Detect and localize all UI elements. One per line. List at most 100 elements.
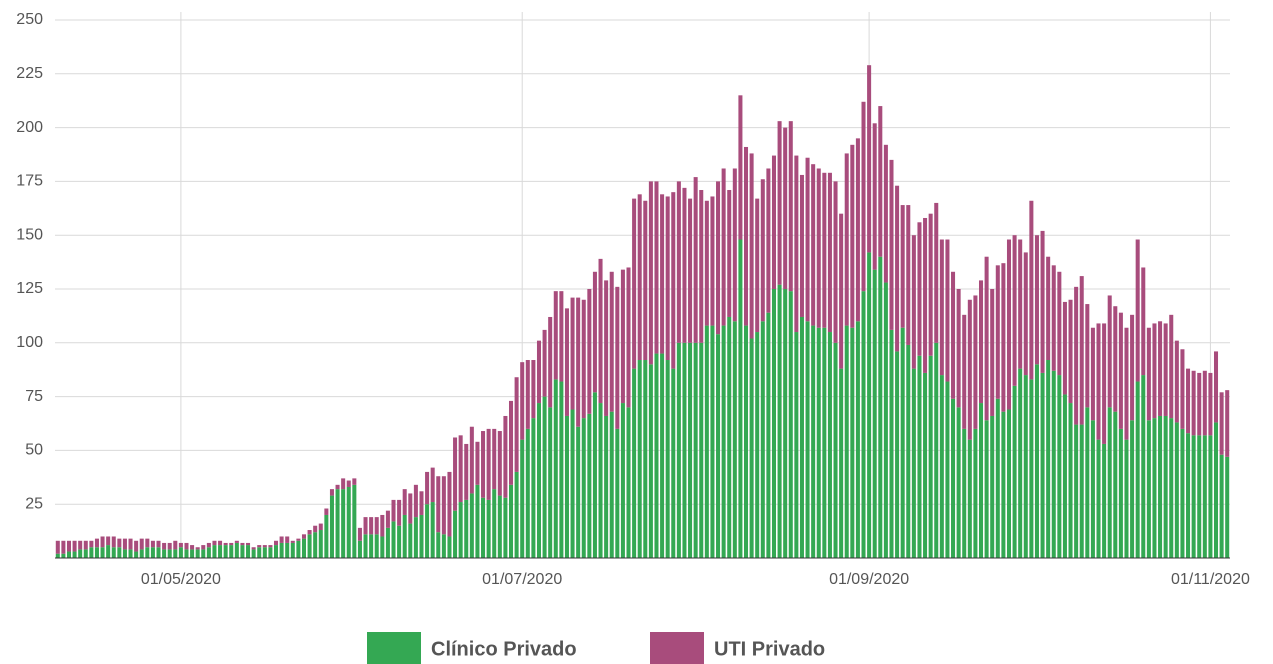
bar bbox=[419, 491, 424, 515]
bar bbox=[1225, 390, 1230, 457]
bar bbox=[766, 312, 771, 558]
bar bbox=[553, 291, 558, 380]
bar bbox=[1208, 372, 1213, 436]
bar bbox=[212, 545, 217, 558]
bar bbox=[122, 538, 127, 550]
bar bbox=[688, 198, 693, 343]
bar bbox=[1141, 267, 1146, 376]
bar bbox=[436, 532, 441, 558]
bar bbox=[928, 213, 933, 356]
bar bbox=[301, 534, 307, 539]
bar bbox=[900, 327, 905, 558]
bar bbox=[162, 549, 167, 558]
bar bbox=[285, 542, 290, 558]
bar bbox=[1141, 375, 1146, 558]
bar bbox=[195, 549, 200, 558]
bar bbox=[335, 484, 340, 490]
bar bbox=[727, 190, 732, 317]
bar bbox=[604, 280, 609, 416]
bar bbox=[1124, 439, 1129, 558]
bar bbox=[184, 549, 189, 558]
bar bbox=[883, 144, 888, 283]
bar bbox=[872, 269, 877, 558]
bar bbox=[1197, 435, 1202, 558]
bar bbox=[240, 542, 245, 546]
bar bbox=[324, 508, 329, 515]
bar bbox=[374, 517, 379, 535]
bar bbox=[469, 493, 474, 558]
bar bbox=[94, 538, 99, 548]
bar bbox=[1085, 304, 1090, 408]
bar bbox=[111, 547, 116, 558]
bar bbox=[548, 316, 553, 408]
bar bbox=[195, 547, 200, 550]
y-tick-label: 250 bbox=[16, 11, 43, 28]
bar bbox=[1012, 235, 1017, 386]
bar bbox=[900, 205, 905, 328]
y-tick-label: 100 bbox=[16, 334, 43, 351]
bar bbox=[1068, 299, 1073, 404]
bar bbox=[564, 308, 569, 416]
bar bbox=[1107, 407, 1112, 558]
bar bbox=[251, 549, 256, 558]
bar bbox=[94, 547, 99, 558]
bar bbox=[844, 325, 849, 558]
bar bbox=[425, 471, 430, 505]
bar bbox=[413, 517, 418, 558]
bar bbox=[1191, 370, 1196, 436]
bar bbox=[223, 545, 228, 558]
bar bbox=[201, 549, 206, 558]
bar bbox=[1118, 312, 1123, 429]
bar bbox=[240, 545, 245, 558]
legend-label: Clínico Privado bbox=[431, 638, 577, 660]
bar bbox=[257, 547, 262, 558]
bar bbox=[346, 486, 351, 558]
bar bbox=[1180, 428, 1185, 558]
bar bbox=[743, 325, 749, 558]
bar bbox=[1191, 435, 1196, 558]
bar bbox=[973, 428, 978, 558]
bar bbox=[1113, 306, 1118, 412]
bar bbox=[1213, 422, 1219, 558]
bar bbox=[889, 329, 894, 558]
bar bbox=[352, 478, 357, 485]
bar bbox=[704, 325, 709, 558]
bar bbox=[615, 428, 620, 558]
bar bbox=[811, 164, 816, 326]
bar bbox=[676, 342, 681, 558]
bar bbox=[598, 258, 603, 404]
bar bbox=[262, 545, 267, 548]
bar bbox=[727, 316, 732, 558]
bar bbox=[637, 360, 642, 558]
x-tick-label: 01/09/2020 bbox=[829, 571, 909, 588]
bar bbox=[285, 536, 290, 543]
bar bbox=[397, 499, 402, 526]
bar bbox=[716, 181, 721, 335]
bar bbox=[833, 181, 838, 343]
bar bbox=[1051, 265, 1056, 371]
bar bbox=[654, 353, 659, 558]
bar bbox=[592, 392, 597, 558]
bar bbox=[716, 334, 721, 558]
bar bbox=[1186, 368, 1191, 434]
bar bbox=[531, 360, 536, 419]
bar bbox=[1225, 456, 1230, 558]
bar bbox=[861, 101, 866, 292]
bar bbox=[587, 413, 592, 558]
bar bbox=[816, 168, 821, 328]
bar bbox=[341, 489, 346, 558]
bar bbox=[827, 172, 832, 333]
bar bbox=[895, 351, 900, 558]
bar bbox=[1130, 314, 1135, 421]
bar bbox=[771, 289, 777, 558]
bar bbox=[1135, 239, 1140, 382]
bar bbox=[771, 155, 777, 289]
bar bbox=[307, 530, 312, 535]
bar bbox=[895, 185, 900, 352]
bar bbox=[945, 239, 950, 382]
bar bbox=[951, 398, 956, 558]
bar bbox=[66, 540, 72, 552]
bar bbox=[626, 267, 631, 408]
bar bbox=[363, 534, 368, 558]
bar bbox=[369, 534, 374, 558]
